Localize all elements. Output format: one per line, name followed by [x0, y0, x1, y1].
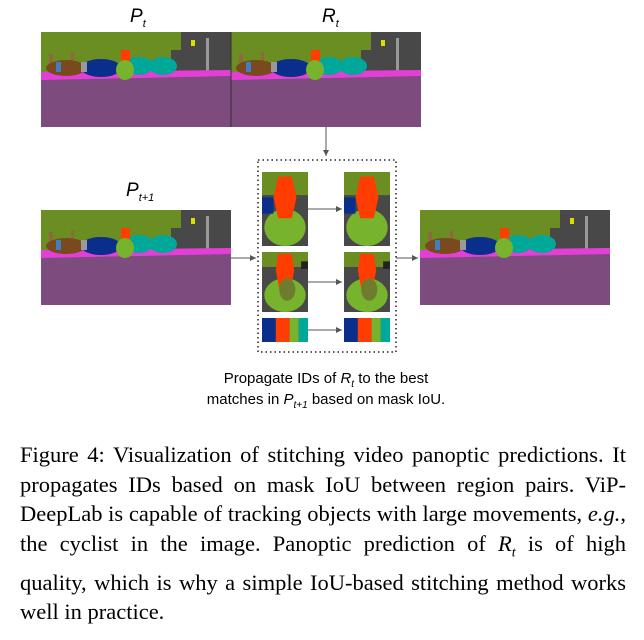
figure-diagram: Pt Rt Pt+1 Propagate IDs of Rt to the be… — [41, 6, 610, 411]
crop-left-3 — [262, 318, 308, 342]
figure-caption: Figure 4: Visualization of stitching vid… — [20, 440, 626, 627]
stitching-box — [257, 159, 397, 353]
caption-mid: , the cyclist in the image. Panoptic pre… — [20, 501, 626, 556]
label-p-t1: Pt+1 — [126, 180, 154, 204]
image-p-t — [41, 32, 231, 127]
caption-tail: is of high quality, which is why a simpl… — [20, 530, 626, 625]
annotation-line-1: Propagate IDs of Rt to the best — [224, 370, 429, 390]
annotation-line-2: matches in Pt+1 based on mask IoU. — [207, 391, 445, 411]
image-output — [420, 210, 610, 305]
crop-right-3 — [344, 318, 390, 342]
image-p-t1 — [41, 210, 231, 305]
image-r-t — [231, 32, 421, 127]
label-p-t: Pt — [130, 6, 147, 30]
label-r-t: Rt — [322, 6, 340, 30]
crop-left-1 — [262, 172, 308, 246]
crop-right-1 — [344, 172, 390, 246]
caption-var: R — [498, 530, 512, 556]
crop-left-2 — [262, 252, 308, 312]
caption-var-sub: t — [511, 545, 516, 561]
caption-lead: Figure 4: Visualization of stitching vid… — [20, 442, 626, 527]
crop-right-2 — [344, 252, 390, 312]
caption-eg: e.g. — [587, 501, 621, 527]
